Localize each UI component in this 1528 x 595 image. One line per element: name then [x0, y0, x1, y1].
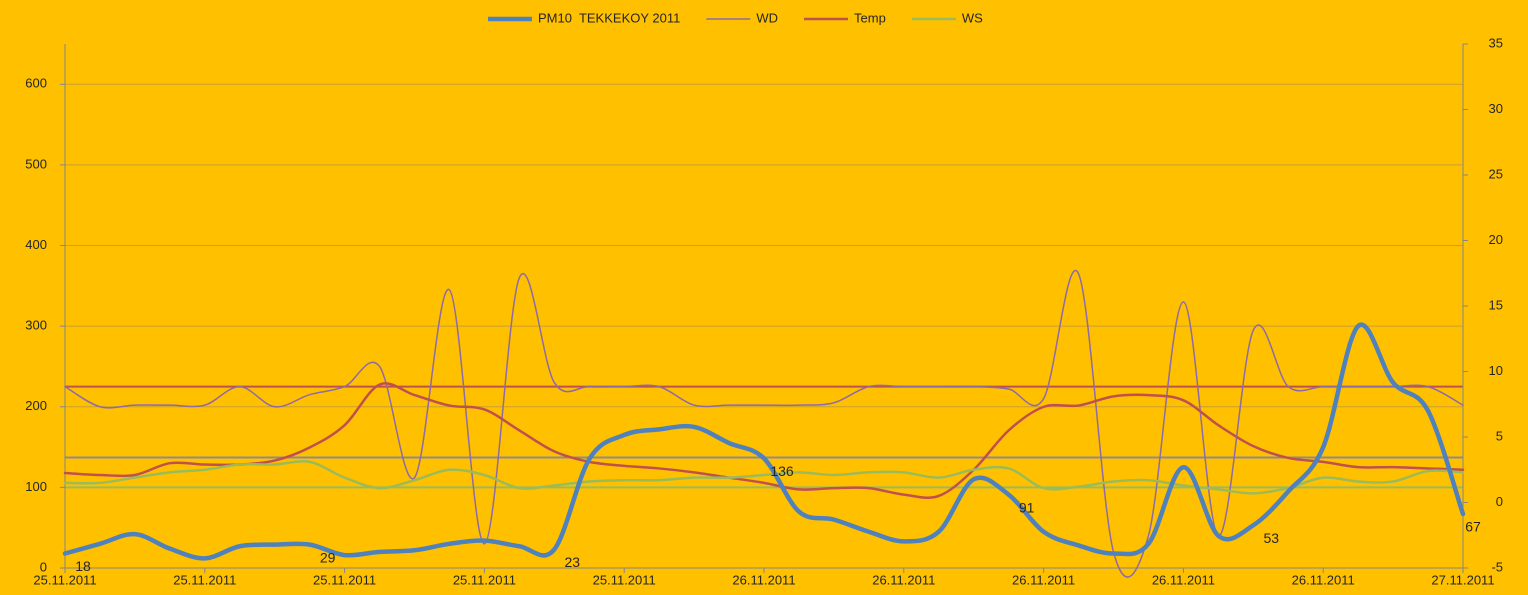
- y2-tick-label: 5: [1496, 428, 1503, 443]
- y2-tick-label: 10: [1489, 363, 1503, 378]
- series-line: [63, 460, 1465, 495]
- x-tick-label: 26.11.2011: [1292, 572, 1355, 587]
- data-label: 67: [1465, 519, 1481, 535]
- y2-tick-label: 20: [1489, 232, 1503, 247]
- x-tick-label: 26.11.2011: [732, 572, 795, 587]
- legend: PM10 TEKKEKOY 2011 WD Temp WS: [488, 10, 983, 25]
- data-label: 23: [565, 554, 581, 570]
- x-tick-label: 26.11.2011: [872, 572, 935, 587]
- data-label: 18: [75, 558, 91, 574]
- legend-label: Temp: [854, 10, 886, 25]
- y2-tick-label: -5: [1491, 559, 1503, 574]
- legend-label: WD: [756, 10, 778, 25]
- x-tick-label: 26.11.2011: [1152, 572, 1215, 587]
- data-label: 29: [320, 549, 336, 565]
- x-tick-label: 25.11.2011: [593, 572, 656, 587]
- y-tick-label: 400: [25, 237, 47, 252]
- y2-tick-label: 25: [1489, 166, 1503, 181]
- x-tick-label: 25.11.2011: [173, 572, 236, 587]
- y-tick-label: 500: [25, 156, 47, 171]
- y-tick-label: 100: [25, 479, 47, 494]
- y-tick-label: 200: [25, 398, 47, 413]
- x-tick-label: 25.11.2011: [313, 572, 376, 587]
- y-tick-label: 600: [25, 76, 47, 91]
- x-tick-label: 26.11.2011: [1012, 572, 1075, 587]
- data-label: 91: [1019, 499, 1035, 515]
- y-tick-label: 0: [40, 559, 47, 574]
- series-line: [64, 269, 1464, 578]
- x-tick-label: 27.11.2011: [1431, 572, 1494, 587]
- x-tick-label: 25.11.2011: [453, 572, 516, 587]
- y2-tick-label: 30: [1489, 101, 1503, 116]
- legend-label: WS: [962, 10, 983, 25]
- y2-tick-label: 0: [1496, 494, 1503, 509]
- x-tick-label: 25.11.2011: [33, 572, 96, 587]
- y2-tick-label: 15: [1489, 297, 1503, 312]
- y2-tick-label: 35: [1489, 35, 1503, 50]
- series-line: [62, 322, 1466, 561]
- legend-label: PM10 TEKKEKOY 2011: [538, 10, 680, 25]
- data-label: 136: [770, 463, 794, 479]
- data-label: 53: [1264, 530, 1280, 546]
- y-tick-label: 300: [25, 318, 47, 333]
- series-line: [63, 382, 1465, 499]
